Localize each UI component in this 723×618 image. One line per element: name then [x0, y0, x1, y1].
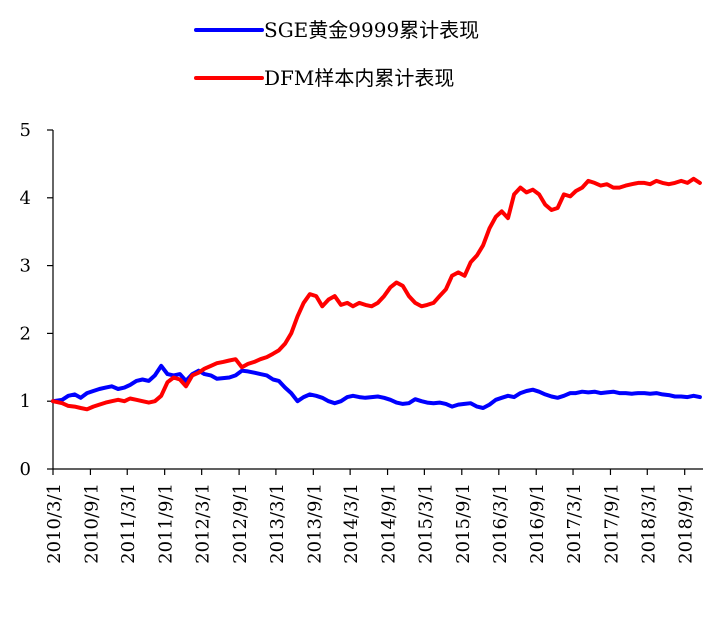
- x-axis-ticks: 2010/3/1 2010/9/1 2011/3/1 2011/9/1 2012/3/1…: [44, 469, 697, 564]
- x-tick-label: 2012/9/1: [230, 483, 251, 564]
- x-tick-label: 2014/3/1: [341, 483, 362, 564]
- series-group: [51, 176, 702, 412]
- y-tick-label: 1: [20, 391, 31, 412]
- x-tick-label: 2017/3/1: [564, 483, 585, 564]
- y-tick-label: 5: [20, 120, 31, 141]
- x-tick-label: 2015/9/1: [453, 483, 474, 564]
- x-tick-label: 2013/3/1: [267, 483, 288, 564]
- x-tick-label: 2017/9/1: [601, 483, 622, 564]
- x-tick-label: 2016/3/1: [490, 483, 511, 564]
- x-tick-label: 2014/9/1: [379, 483, 400, 564]
- axes: [52, 130, 703, 470]
- x-tick-label: 2011/3/1: [118, 483, 139, 564]
- y-tick-label: 4: [20, 188, 31, 209]
- series-line-sge: [51, 363, 702, 410]
- x-tick-label: 2013/9/1: [304, 483, 325, 564]
- x-tick-label: 2012/3/1: [193, 483, 214, 564]
- y-axis-ticks: 0 1 2 3 4 5: [20, 120, 53, 480]
- legend-label-sge: SGE黄金9999累计表现: [264, 18, 479, 42]
- x-tick-label: 2018/3/1: [638, 483, 659, 564]
- y-tick-label: 0: [20, 459, 31, 480]
- x-tick-label: 2015/3/1: [415, 483, 436, 564]
- legend: SGE黄金9999累计表现 DFM样本内累计表现: [194, 18, 479, 90]
- x-tick-label: 2010/9/1: [81, 483, 102, 564]
- x-tick-label: 2016/9/1: [527, 483, 548, 564]
- legend-label-dfm: DFM样本内累计表现: [264, 66, 454, 90]
- x-tick-label: 2011/9/1: [156, 483, 177, 564]
- x-tick-label: 2010/3/1: [44, 483, 65, 564]
- y-tick-label: 2: [20, 323, 31, 344]
- y-tick-label: 3: [20, 256, 31, 277]
- series-line-dfm: [51, 176, 702, 412]
- x-tick-label: 2018/9/1: [676, 483, 697, 564]
